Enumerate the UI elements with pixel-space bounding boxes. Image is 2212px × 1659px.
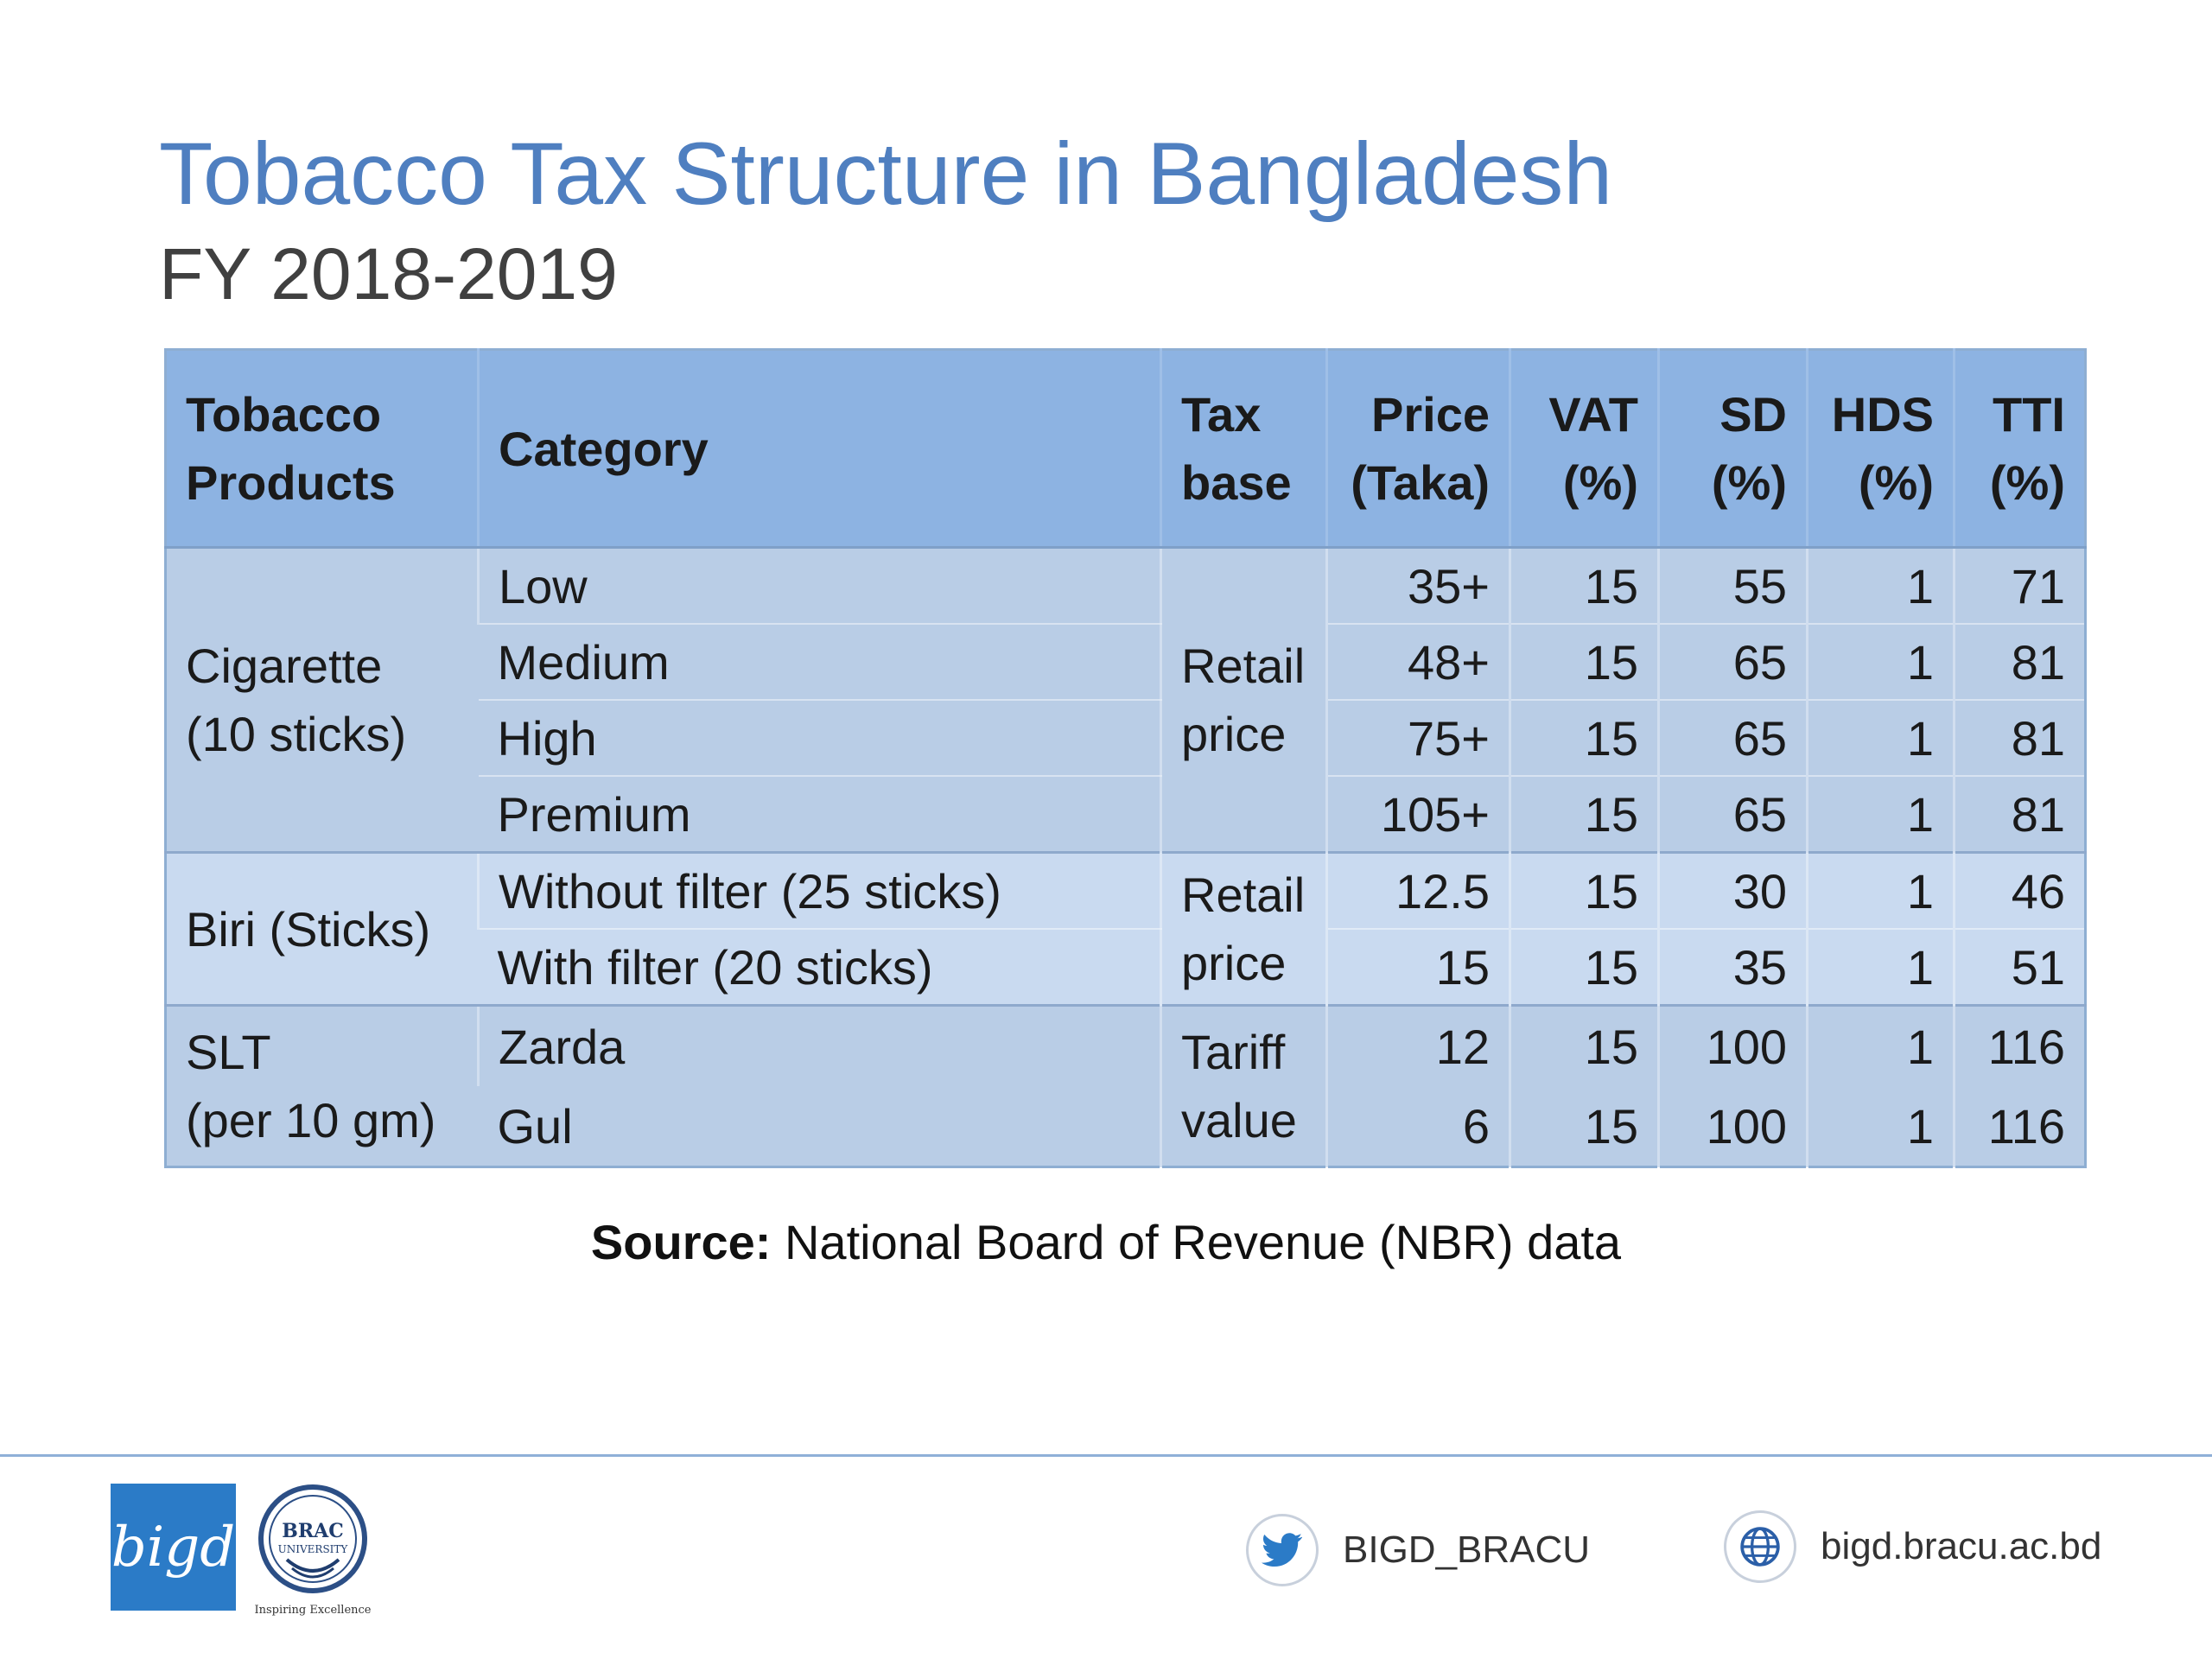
- category-cell: Gul: [478, 1086, 1161, 1167]
- header-tobacco-products: Tobacco Products: [165, 349, 479, 549]
- hds-cell: 1: [1806, 928, 1955, 1006]
- bigd-logo: bigd: [111, 1484, 236, 1611]
- sd-cell: 30: [1657, 851, 1808, 929]
- category-cell: Zarda: [477, 1004, 1161, 1086]
- tax-base-cell-slt: Tariff value: [1160, 1004, 1327, 1167]
- table-row: Medium 48+ 15 65 1 81: [166, 623, 2086, 700]
- table-row: Gul 6 15 100 1 116: [166, 1086, 2086, 1167]
- source-label: Source:: [590, 1215, 772, 1269]
- table-row: High 75+ 15 65 1 81: [166, 699, 2086, 776]
- product-cell-biri: Biri (Sticks): [165, 851, 479, 1006]
- header-hds: HDS (%): [1806, 349, 1955, 549]
- vat-cell: 15: [1509, 775, 1659, 853]
- tti-cell: 81: [1953, 775, 2086, 853]
- sd-cell: 65: [1657, 623, 1808, 700]
- vat-cell: 15: [1509, 623, 1659, 700]
- vat-cell: 15: [1509, 1086, 1659, 1167]
- price-cell: 15: [1325, 928, 1510, 1006]
- slide-subtitle: FY 2018-2019: [159, 233, 618, 315]
- vat-cell: 15: [1509, 547, 1659, 624]
- table-row: Cigarette (10 sticks) Low Retail price 35+…: [165, 547, 2086, 853]
- table-row: Premium 105+ 15 65 1 81: [166, 775, 2086, 853]
- category-cell: Premium: [478, 775, 1161, 853]
- brac-tagline: Inspiring Excellence: [254, 1604, 371, 1617]
- table-row: Biri (Sticks) Without filter (25 sticks)…: [165, 851, 2086, 1006]
- brac-logo-line1: BRAC: [282, 1520, 343, 1542]
- vat-cell: 15: [1509, 851, 1659, 929]
- header-tax-base: Tax base: [1160, 349, 1327, 549]
- sd-cell: 65: [1657, 775, 1808, 853]
- tti-cell: 81: [1953, 623, 2086, 700]
- twitter-link[interactable]: BIGD_BRACU: [1246, 1514, 1590, 1586]
- product-cell-slt: SLT (per 10 gm): [165, 1004, 479, 1167]
- sd-cell: 100: [1657, 1004, 1808, 1086]
- tax-structure-table: Tobacco Products Category Tax base Price (T…: [164, 348, 2087, 1168]
- category-cell: Without filter (25 sticks): [477, 851, 1161, 929]
- sd-cell: 65: [1657, 699, 1808, 776]
- slide-title: Tobacco Tax Structure in Bangladesh: [159, 124, 1613, 223]
- hds-cell: 1: [1806, 851, 1955, 929]
- bigd-logo-text: bigd: [111, 1515, 236, 1580]
- price-cell: 105+: [1325, 775, 1510, 853]
- tti-cell: 46: [1953, 851, 2086, 929]
- product-cell-cigarette: Cigarette (10 sticks): [165, 547, 479, 853]
- sd-cell: 55: [1657, 547, 1808, 624]
- sd-cell: 35: [1657, 928, 1808, 1006]
- header-vat: VAT (%): [1509, 349, 1659, 549]
- tti-cell: 116: [1953, 1004, 2086, 1086]
- category-cell: Medium: [478, 623, 1161, 700]
- hds-cell: 1: [1806, 699, 1955, 776]
- website-link[interactable]: bigd.bracu.ac.bd: [1724, 1510, 2101, 1583]
- brac-university-logo: BRAC UNIVERSITY Inspiring Excellence: [254, 1484, 372, 1617]
- website-url[interactable]: bigd.bracu.ac.bd: [1821, 1525, 2102, 1567]
- tti-cell: 81: [1953, 699, 2086, 776]
- price-cell: 35+: [1325, 547, 1510, 624]
- price-cell: 12.5: [1325, 851, 1510, 929]
- source-note: Source: National Board of Revenue (NBR) …: [0, 1214, 2212, 1270]
- tti-cell: 51: [1953, 928, 2086, 1006]
- price-cell: 48+: [1325, 623, 1510, 700]
- source-text: National Board of Revenue (NBR) data: [771, 1215, 1622, 1269]
- price-cell: 6: [1325, 1086, 1510, 1167]
- footer-divider: [0, 1454, 2212, 1457]
- price-cell: 12: [1325, 1004, 1510, 1086]
- brac-logo-line2: UNIVERSITY: [278, 1543, 349, 1555]
- vat-cell: 15: [1509, 1004, 1659, 1086]
- header-sd: SD (%): [1657, 349, 1808, 549]
- header-tti: TTI (%): [1953, 349, 2086, 549]
- category-cell: With filter (20 sticks): [478, 928, 1161, 1006]
- hds-cell: 1: [1806, 1086, 1955, 1167]
- twitter-handle[interactable]: BIGD_BRACU: [1343, 1529, 1591, 1571]
- tax-base-cell-biri: Retail price: [1160, 851, 1327, 1006]
- table-header-row: Tobacco Products Category Tax base Price (T…: [165, 349, 2086, 549]
- category-cell: High: [478, 699, 1161, 776]
- price-cell: 75+: [1325, 699, 1510, 776]
- tax-base-cell-cigarette: Retail price: [1160, 547, 1327, 853]
- header-category: Category: [477, 349, 1161, 549]
- hds-cell: 1: [1806, 1004, 1955, 1086]
- table-row: With filter (20 sticks) 15 15 35 1 51: [166, 928, 2086, 1006]
- tax-table-container: Tobacco Products Category Tax base Price (T…: [164, 348, 2087, 1168]
- tti-cell: 71: [1953, 547, 2086, 624]
- header-price: Price (Taka): [1325, 349, 1510, 549]
- hds-cell: 1: [1806, 547, 1955, 624]
- category-cell: Low: [477, 547, 1161, 624]
- hds-cell: 1: [1806, 775, 1955, 853]
- globe-icon[interactable]: [1724, 1510, 1796, 1583]
- tti-cell: 116: [1953, 1086, 2086, 1167]
- sd-cell: 100: [1657, 1086, 1808, 1167]
- hds-cell: 1: [1806, 623, 1955, 700]
- vat-cell: 15: [1509, 699, 1659, 776]
- twitter-icon[interactable]: [1246, 1514, 1319, 1586]
- vat-cell: 15: [1509, 928, 1659, 1006]
- table-row: SLT (per 10 gm) Zarda Tariff value 12 15 1…: [165, 1004, 2086, 1167]
